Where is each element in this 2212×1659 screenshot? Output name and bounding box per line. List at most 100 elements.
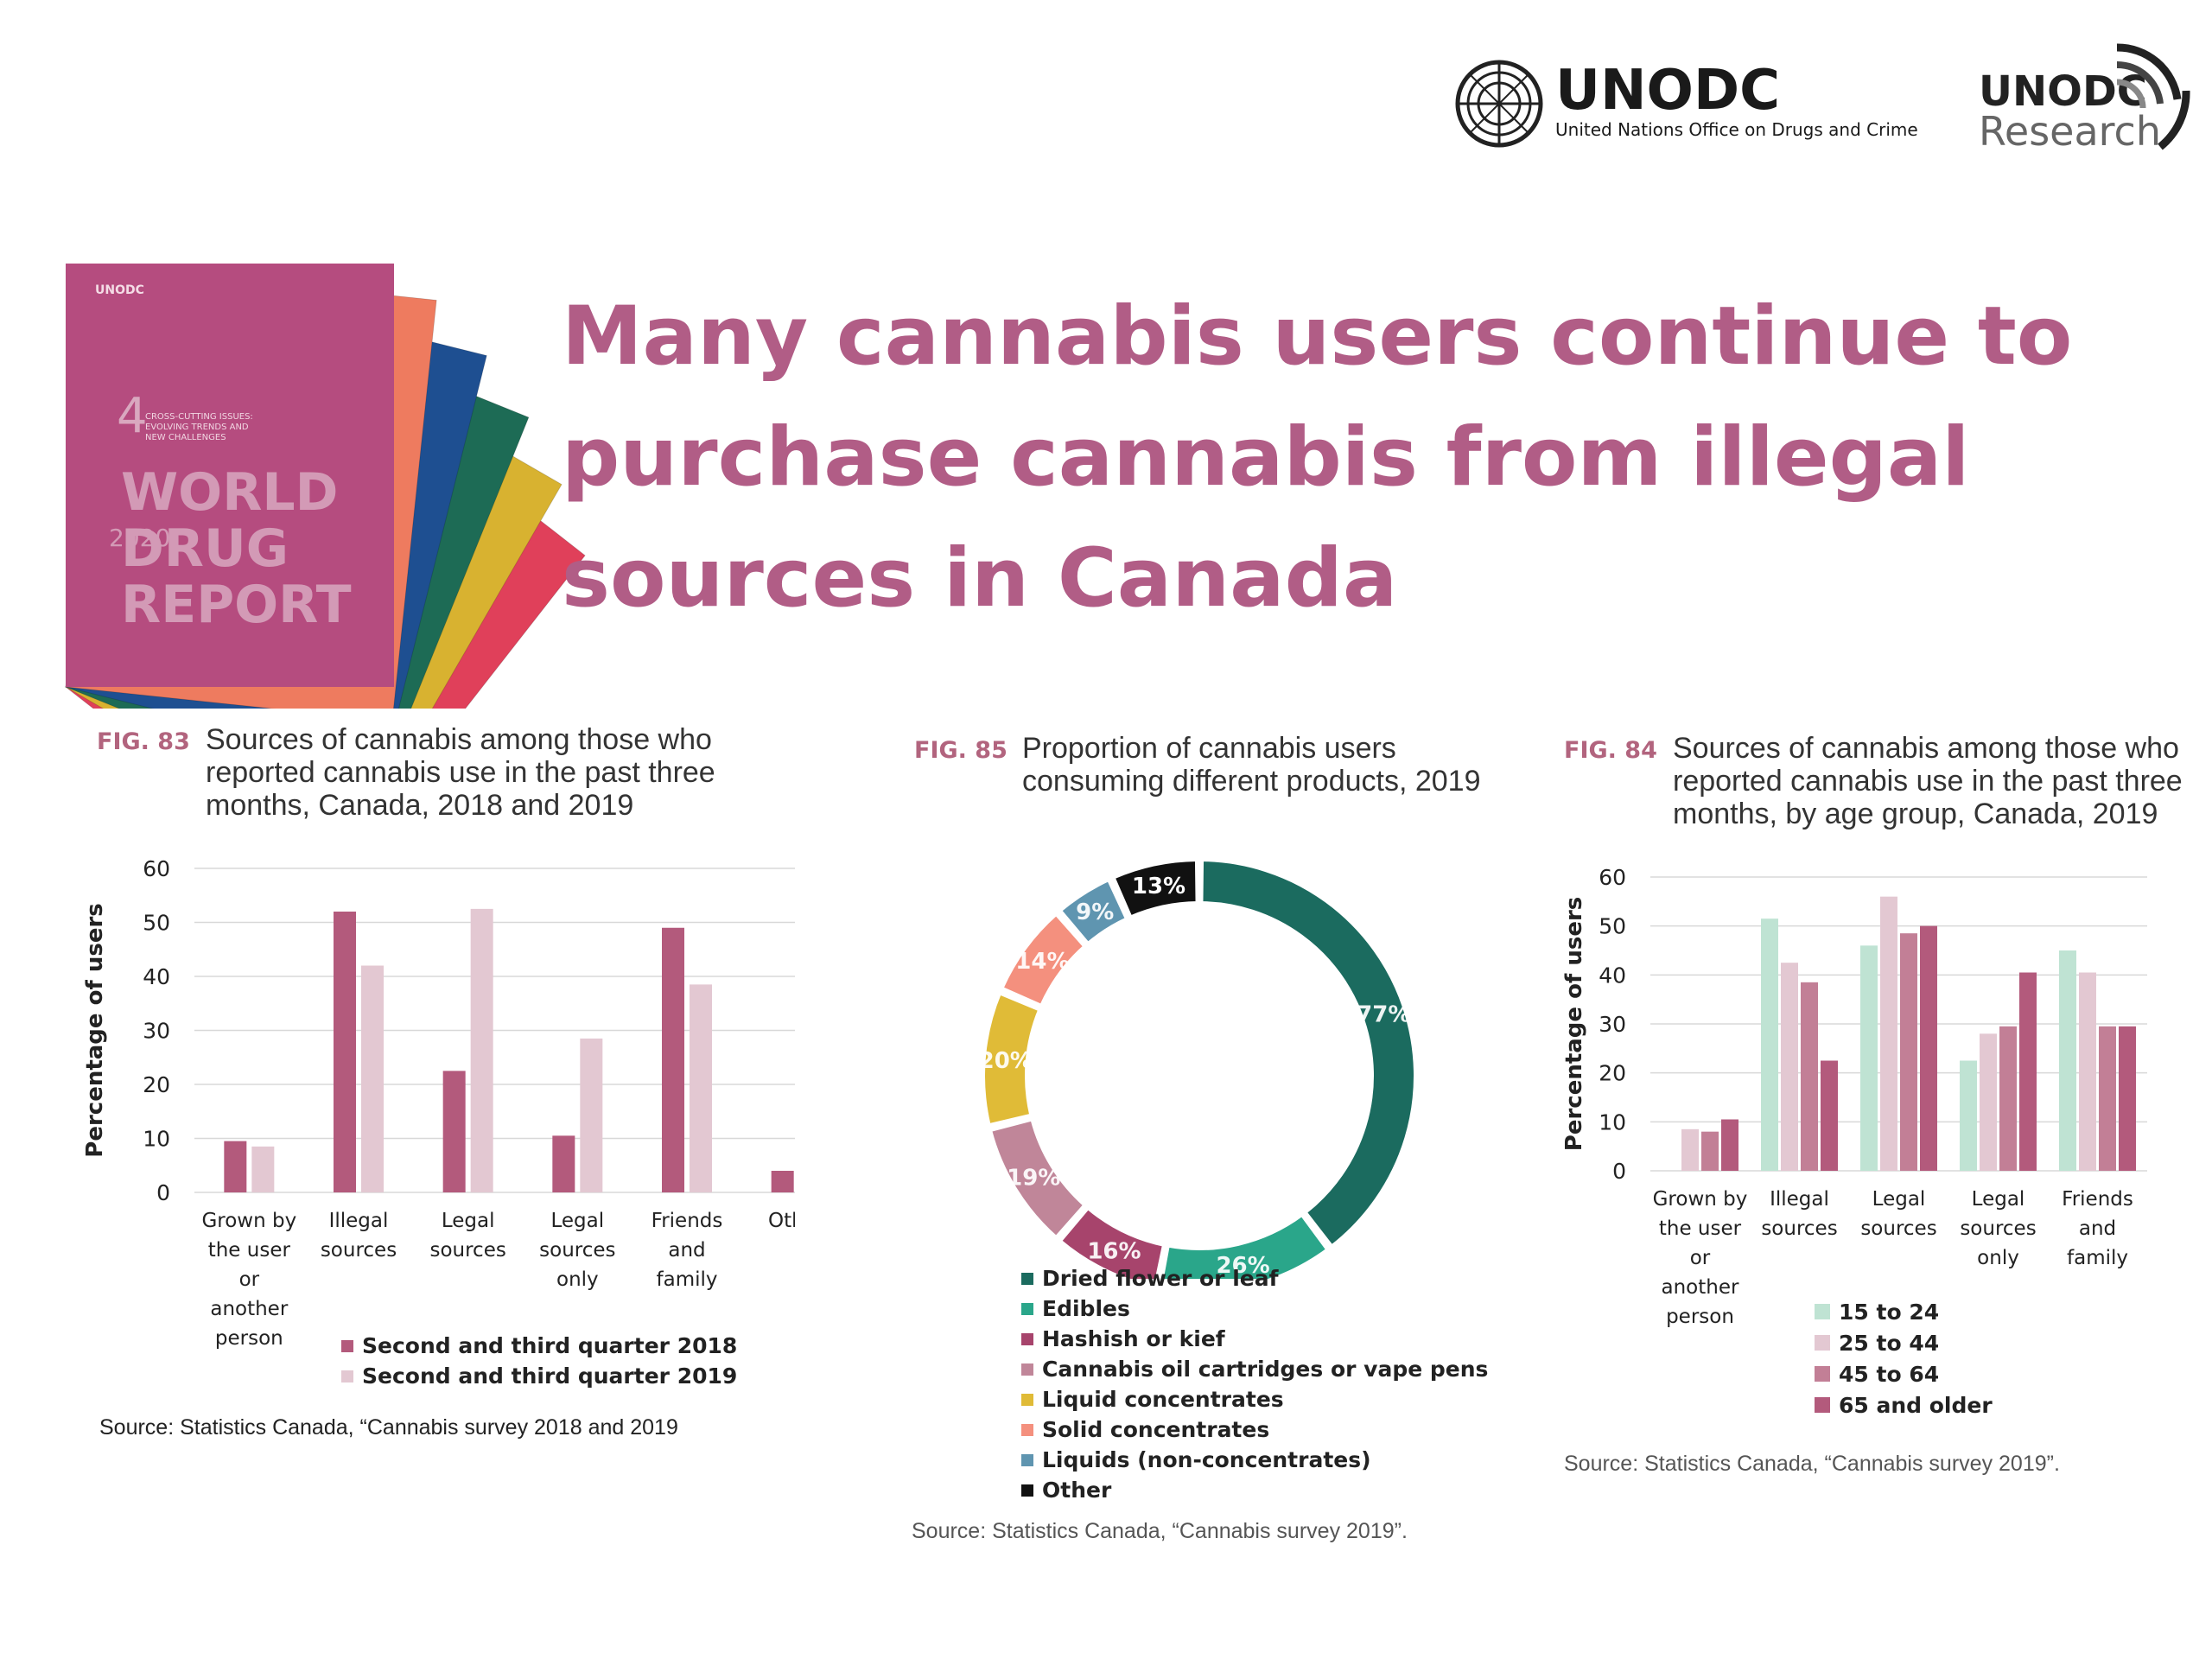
fig83-label: FIG. 83 (97, 728, 190, 755)
fig83-ytick-label: 0 (156, 1180, 170, 1205)
front-cover-brand: UNODC (95, 283, 144, 297)
fig84-category-label: only (1977, 1247, 2019, 1269)
fig83-bar-4-1 (690, 984, 712, 1192)
fig83-ylabel: Percentage of users (82, 903, 108, 1157)
fig83-legend-item-2018: Second and third quarter 2018 (341, 1331, 737, 1361)
fig85-legend-label-6: Liquids (non-concentrates) (1042, 1447, 1371, 1472)
front-cover-subtitle-2: EVOLVING TRENDS AND (145, 423, 249, 432)
fig85-legend: Dried flower or leaf Edibles Hashish or ki… (1021, 1263, 1488, 1505)
fig85-legend-item-7: Other (1021, 1475, 1488, 1505)
fig85-legend-item-2: Hashish or kief (1021, 1324, 1488, 1354)
un-emblem-icon (1455, 60, 1543, 148)
fig84-category-label: sources (1860, 1217, 1936, 1240)
fig85-slice-label-4: 20% (979, 1048, 1033, 1074)
fig83-ytick-label: 20 (143, 1072, 170, 1097)
fig83-category-label: Grown by (201, 1210, 296, 1232)
fig85-legend-swatch-1 (1021, 1302, 1033, 1315)
fig84-bar-2-0 (1860, 945, 1878, 1171)
fig83-category-label: family (657, 1268, 718, 1291)
fig85-title-line-2: consuming different products, 2019 (1022, 765, 1481, 798)
fig83-category-label: Legal (442, 1210, 495, 1232)
fig85-legend-swatch-7 (1021, 1484, 1033, 1497)
fig84-bar-3-1 (1980, 1033, 1997, 1171)
front-cover-subtitle-3: NEW CHALLENGES (145, 433, 226, 442)
fig84-category-label: family (2067, 1247, 2128, 1269)
fig84-bar-2-1 (1880, 896, 1897, 1171)
fig83-category-label: another (210, 1298, 288, 1320)
fig84-bar-0-1 (1681, 1128, 1699, 1171)
fig83-bar-3-0 (552, 1135, 575, 1192)
fig84-source: Source: Statistics Canada, “Cannabis sur… (1564, 1452, 2060, 1476)
fig84-legend-item-0: 15 to 24 (1815, 1296, 1993, 1327)
fig84-ylabel: Percentage of users (1561, 897, 1587, 1151)
fig83-category-label: the user (208, 1239, 291, 1262)
main-title-line-2: purchase cannabis from illegal (562, 410, 1970, 505)
fig85-slice-label-3: 19% (1007, 1166, 1060, 1192)
fig83-category-label: sources (429, 1239, 505, 1262)
fig84-bar-2-3 (1920, 925, 1937, 1171)
front-cover-year: 2020 (109, 524, 170, 552)
front-cover: UNODC 4 CROSS-CUTTING ISSUES: EVOLVING T… (66, 264, 394, 687)
fig83-category-label: sources (539, 1239, 615, 1262)
fig84-bar-1-2 (1801, 982, 1818, 1171)
fig85-legend-label-2: Hashish or kief (1042, 1326, 1225, 1351)
fig83-legend-swatch-2019 (341, 1370, 353, 1382)
fig84-bar-4-0 (2059, 950, 2076, 1171)
fig84-legend-label-2: 45 to 64 (1839, 1361, 1940, 1387)
fig83-category-label: and (668, 1239, 705, 1262)
fig84-bar-1-3 (1821, 1060, 1838, 1171)
fig85-legend-swatch-3 (1021, 1363, 1033, 1376)
fig83-title-line-3: months, Canada, 2018 and 2019 (206, 789, 634, 822)
fig84-bar-chart: 0 10 20 30 40 50 60 Percentage of users Grown by… (1561, 865, 2147, 1328)
fig84-legend-item-3: 65 and older (1815, 1389, 1993, 1421)
fig83-bar-1-0 (334, 912, 356, 1192)
fig83-bar-2-1 (470, 908, 493, 1192)
fig85-slice-label-0: 77% (1357, 1001, 1410, 1027)
fig84-legend-swatch-0 (1815, 1304, 1830, 1319)
fig84-ytick-label: 0 (1612, 1159, 1626, 1184)
logos-area: UNODC United Nations Office on Drugs and… (1434, 17, 2195, 156)
fig84-legend-label-1: 25 to 44 (1839, 1330, 1940, 1356)
fig83-legend-label-2018: Second and third quarter 2018 (362, 1333, 738, 1358)
fig84-legend-swatch-2 (1815, 1366, 1830, 1382)
fig85-slice-4 (982, 990, 1042, 1128)
fig85-legend-swatch-5 (1021, 1423, 1033, 1436)
fig85-donut-chart: 77% 26% 16% 19% 20% 14% 9% 13% (979, 857, 1417, 1279)
fig85-slice-label-2: 16% (1087, 1238, 1141, 1264)
fig85-legend-swatch-4 (1021, 1393, 1033, 1406)
fig84-category-label: sources (1761, 1217, 1837, 1240)
fig83-category-label: sources (321, 1239, 397, 1262)
fig85-slice-5 (999, 912, 1088, 1008)
fig83-bar-chart: 0 10 20 30 40 50 60 Percentage of users Grown by… (82, 856, 795, 1350)
front-cover-title-1: WORLD (121, 462, 338, 523)
fig85-slice-2 (1058, 1205, 1166, 1279)
fig83-ytick-label: 10 (143, 1127, 170, 1152)
fig84-ytick-label: 40 (1599, 963, 1626, 988)
fig83-category-label: person (215, 1327, 283, 1350)
fig83-source: Source: Statistics Canada, “Cannabis sur… (99, 1415, 678, 1440)
fig85-title: Proportion of cannabis users consuming d… (1022, 732, 1481, 798)
fig85-title-line-1: Proportion of cannabis users (1022, 732, 1396, 765)
fig83-category-label: or (239, 1268, 260, 1291)
fig83-legend: Second and third quarter 2018 Second and… (341, 1331, 737, 1391)
main-title: Many cannabis users continue to purchase… (562, 276, 2117, 639)
fig84-bar-2-2 (1900, 933, 1917, 1171)
fig84-ytick-label: 50 (1599, 914, 1626, 939)
fig85-source: Source: Statistics Canada, “Cannabis sur… (912, 1519, 1408, 1543)
fig84-category-label: Friends (2062, 1188, 2133, 1211)
fig84-ytick-label: 20 (1599, 1061, 1626, 1086)
fig84-category-label: sources (1960, 1217, 2036, 1240)
fig84-bar-0-2 (1701, 1131, 1719, 1171)
fig85-legend-label-7: Other (1042, 1478, 1112, 1503)
fig84-category-label: person (1666, 1306, 1734, 1328)
fig85-legend-item-0: Dried flower or leaf (1021, 1263, 1488, 1294)
fig84-bar-4-1 (2079, 972, 2096, 1171)
fig84-legend-item-1: 25 to 44 (1815, 1327, 1993, 1358)
fig83-category-label: Legal (551, 1210, 605, 1232)
fig85-legend-swatch-6 (1021, 1453, 1033, 1466)
fig84-ytick-label: 60 (1599, 865, 1626, 890)
fig83-legend-item-2019: Second and third quarter 2019 (341, 1361, 737, 1391)
fig84-title-line-1: Sources of cannabis among those who (1673, 732, 2179, 765)
fig84-category-label: Grown by (1653, 1188, 1748, 1211)
front-cover-subtitle-1: CROSS-CUTTING ISSUES: (145, 412, 253, 422)
